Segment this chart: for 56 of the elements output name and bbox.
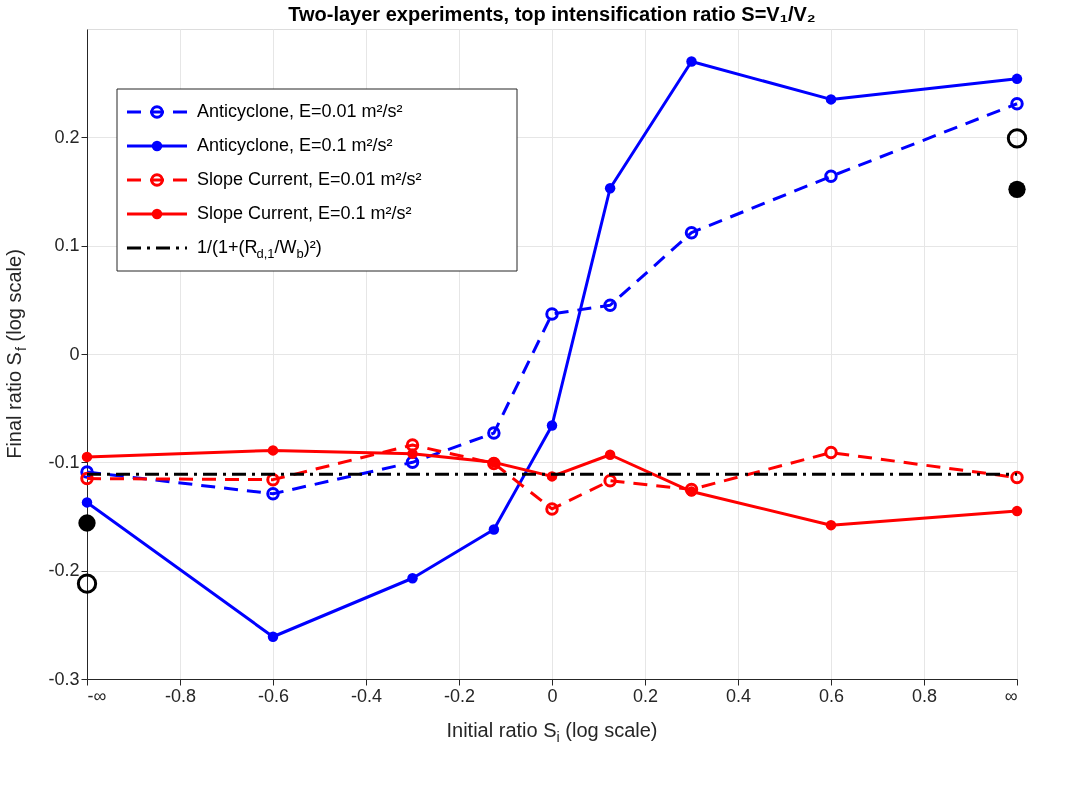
point: [407, 573, 418, 584]
legend-label: Slope Current, E=0.01 m²/s²: [197, 169, 422, 189]
point: [604, 449, 616, 460]
legend-label: Slope Current, E=0.1 m²/s²: [197, 203, 412, 223]
point: [1011, 505, 1023, 517]
legend-label: Anticyclone, E=0.1 m²/s²: [197, 135, 393, 155]
point: [267, 445, 279, 456]
point: [81, 451, 93, 463]
chart-title: Two-layer experiments, top intensification ratio S=V₁/V₂: [288, 3, 816, 25]
point: [81, 497, 93, 508]
x-tick-label: -0.2: [443, 685, 476, 706]
legend-label: Anticyclone, E=0.01 m²/s²: [197, 101, 403, 121]
point: [78, 514, 96, 532]
point: [603, 298, 617, 312]
point: [1006, 128, 1028, 149]
y-tick-label: -0.3: [48, 668, 80, 689]
point: [684, 482, 699, 497]
point: [1010, 470, 1024, 485]
x-tick-label: -0.6: [257, 685, 290, 706]
y-axis-title: Final ratio Sf (log scale): [3, 249, 29, 459]
y-tick-label: 0: [69, 343, 80, 364]
x-tick-label: 0: [547, 685, 558, 706]
point: [824, 169, 838, 184]
point: [684, 225, 699, 240]
x-tick-label: 0.6: [818, 685, 845, 706]
point: [487, 426, 501, 440]
y-tick-label: 0.2: [54, 126, 80, 147]
x-tick-label: -0.8: [164, 685, 197, 706]
point: [267, 631, 279, 642]
x-tick-label: 0.4: [725, 685, 752, 706]
point: [603, 474, 617, 488]
point: [405, 438, 420, 452]
point: [825, 519, 837, 531]
point: [1008, 180, 1026, 198]
y-tick-label: -0.1: [48, 451, 80, 472]
x-tick-label: 0.8: [911, 685, 938, 706]
point: [1010, 97, 1024, 111]
x-tick-label: 0.2: [632, 685, 659, 706]
point: [546, 420, 558, 431]
y-tick-label: -0.2: [48, 560, 80, 581]
x-tick-label: ∞: [1004, 685, 1018, 706]
y-tick-label: 0.1: [54, 235, 80, 256]
point: [405, 455, 420, 470]
point: [686, 56, 697, 67]
point: [686, 486, 697, 497]
point: [266, 487, 280, 501]
point: [604, 183, 616, 194]
point: [1011, 73, 1023, 85]
point: [824, 445, 838, 460]
point: [545, 502, 559, 516]
x-tick-label: -0.4: [350, 685, 383, 706]
point: [825, 94, 837, 105]
point: [545, 307, 559, 321]
point: [488, 524, 500, 535]
point: [407, 448, 418, 459]
x-tick-label: -∞: [87, 685, 107, 706]
